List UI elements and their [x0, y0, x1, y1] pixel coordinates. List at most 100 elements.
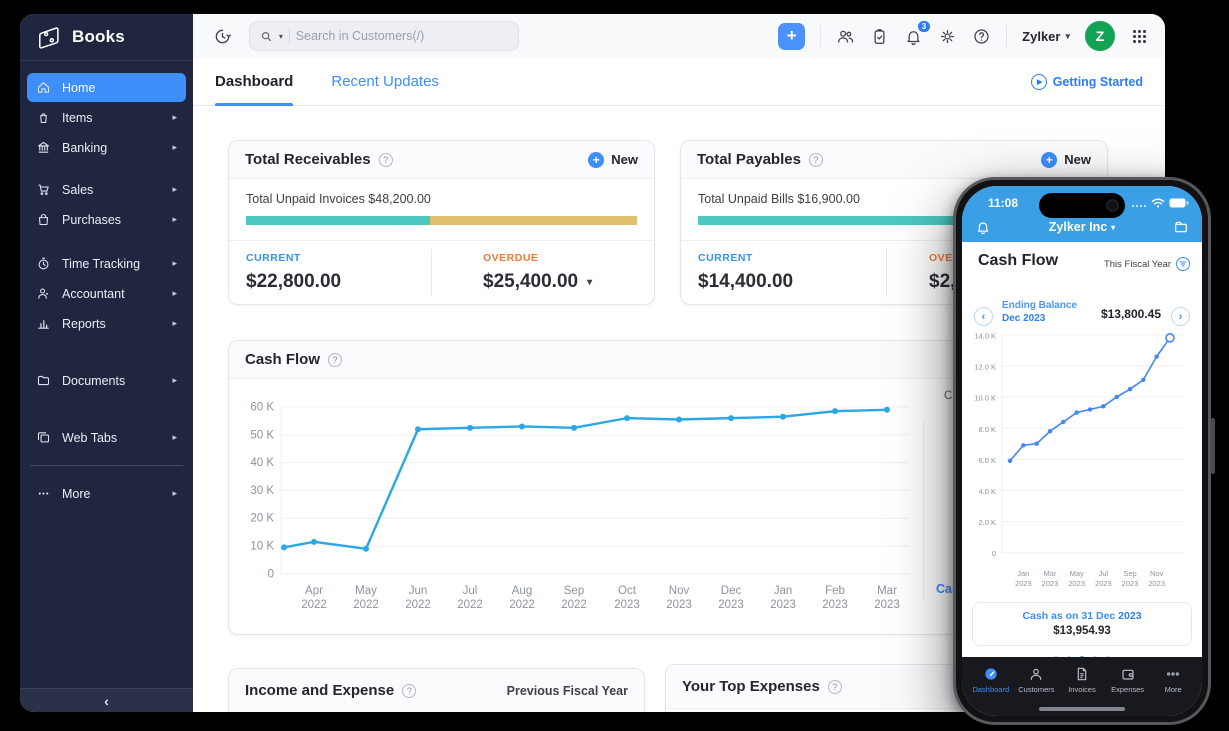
sidebar-item-accountant[interactable]: Accountant ▸: [27, 279, 186, 308]
sidebar-item-banking[interactable]: Banking ▸: [27, 133, 186, 162]
new-button-label: New: [1064, 152, 1091, 167]
sidebar-item-purchases[interactable]: Purchases ▸: [27, 205, 186, 234]
svg-text:6.0 K: 6.0 K: [978, 456, 996, 465]
ending-balance-label: Ending Balance: [1002, 300, 1078, 311]
phone-tab-label: Customers: [1018, 685, 1055, 694]
search-input[interactable]: [295, 29, 508, 43]
notifications-button[interactable]: 3: [904, 20, 931, 46]
overdue-dropdown-icon[interactable]: ▾: [587, 276, 593, 288]
next-month-button[interactable]: ›: [1171, 307, 1190, 326]
current-amount: $22,800.00: [246, 271, 342, 292]
overdue-block: OVERDUE $25,400.00 ▾: [432, 241, 592, 304]
search-scope-caret-icon[interactable]: ▾: [278, 31, 283, 41]
help-circle-icon[interactable]: ?: [827, 679, 842, 694]
cash-as-on-year: 2023: [1118, 610, 1142, 622]
app-logo-text: Books: [72, 27, 125, 46]
sidebar-item-web-tabs[interactable]: Web Tabs ▸: [27, 423, 186, 452]
chevron-right-icon: ▸: [172, 288, 177, 298]
help-circle-icon[interactable]: ?: [402, 683, 417, 698]
avatar[interactable]: Z: [1085, 21, 1115, 51]
sidebar-item-label: Accountant: [62, 286, 125, 301]
sidebar-item-home[interactable]: Home: [27, 73, 186, 102]
sidebar-item-label: Reports: [62, 316, 106, 331]
vertical-divider: [886, 249, 887, 296]
chevron-right-icon: ▸: [172, 184, 177, 194]
phone-tab-expenses[interactable]: Expenses: [1105, 666, 1151, 716]
phone-tab-invoices[interactable]: Invoices: [1059, 666, 1105, 716]
payables-summary: Total Unpaid Bills $16,900.00: [698, 192, 860, 206]
sidebar-separator: [30, 465, 183, 466]
users-icon: [838, 30, 854, 43]
settings-button[interactable]: [938, 27, 957, 46]
play-circle-icon: ▶: [1030, 73, 1047, 90]
fiscal-year-filter[interactable]: Previous Fiscal Year: [506, 683, 628, 698]
bank-icon: [37, 141, 50, 153]
previous-month-button[interactable]: ‹: [974, 307, 993, 326]
sidebar-item-label: Home: [62, 80, 96, 95]
avatar-letter: Z: [1095, 28, 1105, 44]
phone-status-time: 11:08: [988, 196, 1019, 210]
new-bill-button[interactable]: + New: [1041, 151, 1091, 168]
chevron-right-icon: ▸: [172, 142, 177, 152]
overdue-amount: $2,: [929, 271, 956, 292]
tab-recent-updates[interactable]: Recent Updates: [331, 58, 439, 105]
accountant-icon: [38, 288, 48, 299]
bell-icon[interactable]: [975, 219, 991, 235]
phone-period-filter[interactable]: This Fiscal Year: [1104, 257, 1190, 271]
svg-text:50 K: 50 K: [250, 429, 274, 441]
apps-grid-button[interactable]: [1130, 27, 1149, 46]
tasks-button[interactable]: [870, 27, 889, 46]
help-button[interactable]: [972, 27, 991, 46]
app-logo[interactable]: Books: [20, 14, 193, 60]
notification-badge: 3: [917, 20, 931, 33]
help-circle-icon[interactable]: ?: [378, 152, 393, 167]
svg-text:60 K: 60 K: [250, 402, 274, 414]
payables-bar-current: [698, 216, 1090, 225]
current-block: CURRENT $22,800.00: [229, 241, 431, 304]
sidebar-item-label: Documents: [62, 373, 126, 388]
overdue-label: OVERDUE: [483, 252, 539, 264]
phone-tab-customers[interactable]: Customers: [1014, 666, 1060, 716]
sidebar-item-documents[interactable]: Documents ▸: [27, 366, 186, 395]
chart-side-divider: [923, 421, 924, 601]
chevron-right-icon: ▸: [172, 258, 177, 268]
global-search: ▾: [249, 21, 519, 51]
home-icon: [37, 82, 50, 93]
sidebar-item-items[interactable]: Items ▸: [27, 103, 186, 132]
svg-text:2.0 K: 2.0 K: [978, 518, 996, 527]
sidebar-item-reports[interactable]: Reports ▸: [27, 309, 186, 338]
quick-create-button[interactable]: +: [778, 22, 806, 50]
phone-tab-label: Dashboard: [972, 685, 1010, 694]
card-header: Income and Expense ? Previous Fiscal Yea…: [229, 669, 644, 712]
referrals-button[interactable]: [836, 27, 855, 46]
phone-org-switcher[interactable]: Zylker Inc ▾: [1049, 220, 1115, 234]
organization-folder-icon[interactable]: [1173, 219, 1189, 235]
tabbar: Dashboard Recent Updates ▶ Getting Start…: [193, 58, 1165, 106]
org-switcher[interactable]: Zylker ▾: [1022, 29, 1070, 44]
chevron-right-icon: ▸: [172, 318, 177, 328]
sidebar-collapse-button[interactable]: ‹: [20, 688, 193, 712]
phone-tab-more[interactable]: More: [1150, 666, 1196, 716]
recent-history-button[interactable]: [213, 27, 232, 46]
web-tabs-icon: [37, 432, 50, 443]
help-circle-icon[interactable]: ?: [808, 152, 823, 167]
getting-started-link[interactable]: ▶ Getting Started: [1030, 73, 1143, 90]
phone-tab-dashboard[interactable]: Dashboard: [968, 666, 1014, 716]
current-label: CURRENT: [698, 252, 753, 264]
sidebar-item-more[interactable]: More ▸: [27, 479, 186, 508]
svg-text:10 K: 10 K: [250, 541, 274, 553]
vertical-divider: [431, 249, 432, 296]
phone-tab-label: Expenses: [1111, 685, 1145, 694]
sidebar-item-sales[interactable]: Sales ▸: [27, 175, 186, 204]
dynamic-island: [1039, 193, 1125, 218]
sidebar-item-time-tracking[interactable]: Time Tracking ▸: [27, 249, 186, 278]
topbar-separator: [820, 25, 822, 47]
tab-dashboard[interactable]: Dashboard: [215, 58, 294, 106]
help-circle-icon[interactable]: ?: [328, 352, 343, 367]
new-invoice-button[interactable]: + New: [588, 151, 638, 168]
